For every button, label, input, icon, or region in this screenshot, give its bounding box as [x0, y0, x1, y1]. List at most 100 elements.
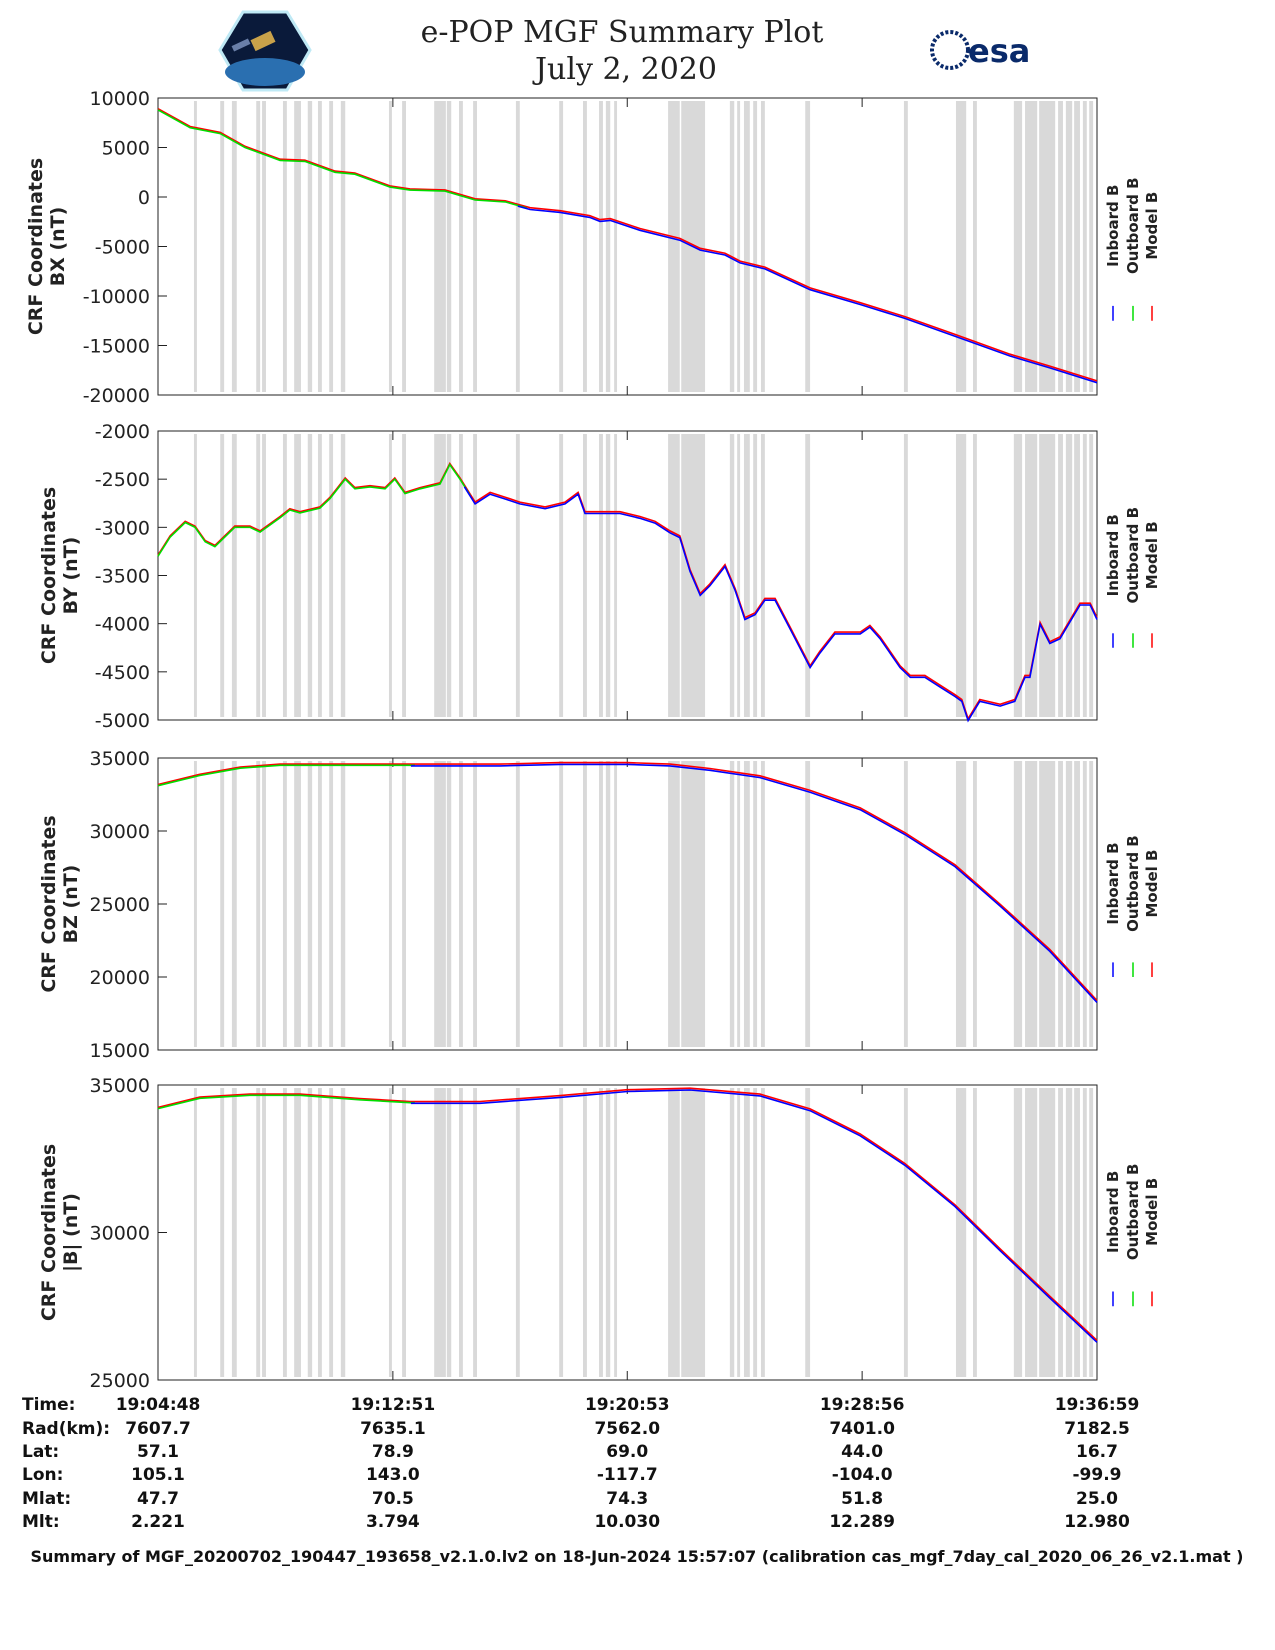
table-cell: 25.0 — [1076, 1489, 1118, 1509]
orbit-info-table: Time: Rad(km): Lat: Lon: Mlat: Mlt: 19:04:48 76… — [22, 1395, 1139, 1532]
data-gap-band — [1013, 101, 1023, 392]
data-gap-band — [402, 761, 407, 1047]
y-axis-label: CRF CoordinatesBY (nT) — [38, 487, 82, 664]
table-cell: 12.980 — [1064, 1512, 1130, 1532]
y-tick-label: -5000 — [95, 237, 150, 259]
data-gap-band — [903, 101, 908, 392]
plot-panels: 10000 5000 0 -5000 -10000 -15000 -20000 CRF Coo… — [25, 88, 1161, 1392]
y-axis-label-line2: BY (nT) — [60, 537, 82, 615]
data-gap-band — [294, 1088, 301, 1377]
data-gap-band — [329, 101, 334, 392]
data-gap-band — [446, 1088, 452, 1377]
data-gap-band — [515, 1088, 520, 1377]
data-gap-band — [805, 101, 811, 392]
data-gap-band — [737, 434, 741, 717]
table-cell: 19:12:51 — [351, 1395, 436, 1415]
data-gap-band — [329, 434, 334, 717]
plot-title: e-POP MGF Summary Plot — [421, 15, 824, 50]
data-gap-band — [559, 101, 564, 392]
data-gap-band — [614, 761, 618, 1047]
data-gap-band — [1025, 761, 1038, 1047]
y-axis-label-line1: CRF Coordinates — [38, 1144, 60, 1321]
header: e-POP MGF Summary Plot July 2, 2020 esa — [218, 10, 1030, 92]
data-gap-band — [262, 761, 266, 1047]
data-gap-band — [294, 434, 301, 717]
legend-label: Outboard B — [1124, 177, 1142, 274]
data-gap-band — [1025, 1088, 1038, 1377]
table-cell: 105.1 — [131, 1465, 185, 1485]
data-gap-band — [1082, 1088, 1087, 1377]
y-tick-label: 15000 — [90, 1040, 150, 1062]
panel-bznt: 35000 30000 25000 20000 15000 CRF Coordinates… — [38, 748, 1161, 1062]
table-cell: 74.3 — [606, 1489, 648, 1509]
data-gap-band — [256, 761, 261, 1047]
y-tick-label: -4000 — [95, 614, 150, 636]
data-gap-band — [193, 434, 197, 717]
data-gap-band — [805, 761, 811, 1047]
data-gap-band — [282, 761, 287, 1047]
data-gap-band — [668, 434, 680, 717]
data-gap-band — [220, 101, 225, 392]
esa-logo-text: esa — [968, 32, 1030, 70]
data-gap-band — [753, 1088, 758, 1377]
table-cell: 19:04:48 — [116, 1395, 201, 1415]
y-axis-label-line2: |B| (nT) — [60, 1193, 82, 1272]
data-gap-band — [193, 101, 197, 392]
legend-label: Inboard B — [1104, 842, 1122, 924]
data-gap-band — [256, 1088, 261, 1377]
data-gap-band — [434, 434, 446, 717]
data-gap-band — [193, 761, 197, 1047]
table-cell: 19:36:59 — [1055, 1395, 1140, 1415]
data-gap-band — [559, 761, 564, 1047]
data-gap-band — [1025, 101, 1038, 392]
y-tick-label: 30000 — [90, 1223, 150, 1245]
data-gap-band — [1082, 434, 1087, 717]
data-gap-band — [1039, 761, 1056, 1047]
data-gap-band — [388, 434, 392, 717]
data-gap-band — [515, 101, 520, 392]
table-cell: 19:20:53 — [585, 1395, 670, 1415]
data-gap-band — [955, 434, 967, 717]
y-tick-label: -3000 — [95, 517, 150, 539]
data-gap-band — [473, 1088, 477, 1377]
data-gap-band — [753, 101, 758, 392]
data-gap-band — [220, 1088, 225, 1377]
legend-label: Model B — [1143, 850, 1161, 918]
y-tick-label: 25000 — [90, 894, 150, 916]
data-gap-band — [340, 101, 346, 392]
table-cell: 16.7 — [1076, 1442, 1118, 1462]
data-gap-band — [193, 1088, 197, 1377]
data-gap-band — [805, 434, 811, 717]
y-axis-label-line1: CRF Coordinates — [38, 815, 60, 992]
data-gap-band — [729, 761, 735, 1047]
table-cell: -104.0 — [832, 1465, 893, 1485]
panel-bynt: -2000 -2500 -3000 -3500 -4000 -4500 -5000 CRF C… — [38, 421, 1161, 732]
y-tick-label: 10000 — [90, 88, 150, 110]
data-gap-band — [231, 1088, 237, 1377]
data-gap-band — [1074, 101, 1080, 392]
table-cell: -117.7 — [597, 1465, 658, 1485]
data-gap-band — [583, 761, 587, 1047]
table-row-label: Mlat: — [22, 1489, 71, 1509]
y-tick-label: -2500 — [95, 469, 150, 491]
panel-bxnt: 10000 5000 0 -5000 -10000 -15000 -20000 CRF Coo… — [25, 88, 1161, 407]
data-gap-band — [307, 101, 313, 392]
inboard-b-line — [463, 486, 1098, 723]
table-cell: 3.794 — [366, 1512, 420, 1532]
legend-label: Model B — [1143, 521, 1161, 589]
data-gap-band — [459, 1088, 463, 1377]
data-gap-band — [317, 761, 322, 1047]
data-gap-band — [743, 434, 750, 717]
data-gap-band — [1089, 101, 1094, 392]
data-gap-band — [737, 761, 741, 1047]
data-gap-band — [760, 1088, 765, 1377]
data-gap-band — [220, 761, 225, 1047]
data-gap-band — [668, 101, 680, 392]
legend-label: Model B — [1143, 1178, 1161, 1246]
table-row-label: Time: — [22, 1395, 75, 1415]
data-gap-band — [515, 434, 520, 717]
data-gap-band — [329, 761, 334, 1047]
table-cell: 19:28:56 — [820, 1395, 905, 1415]
data-gap-band — [262, 101, 266, 392]
data-gap-band — [583, 101, 587, 392]
